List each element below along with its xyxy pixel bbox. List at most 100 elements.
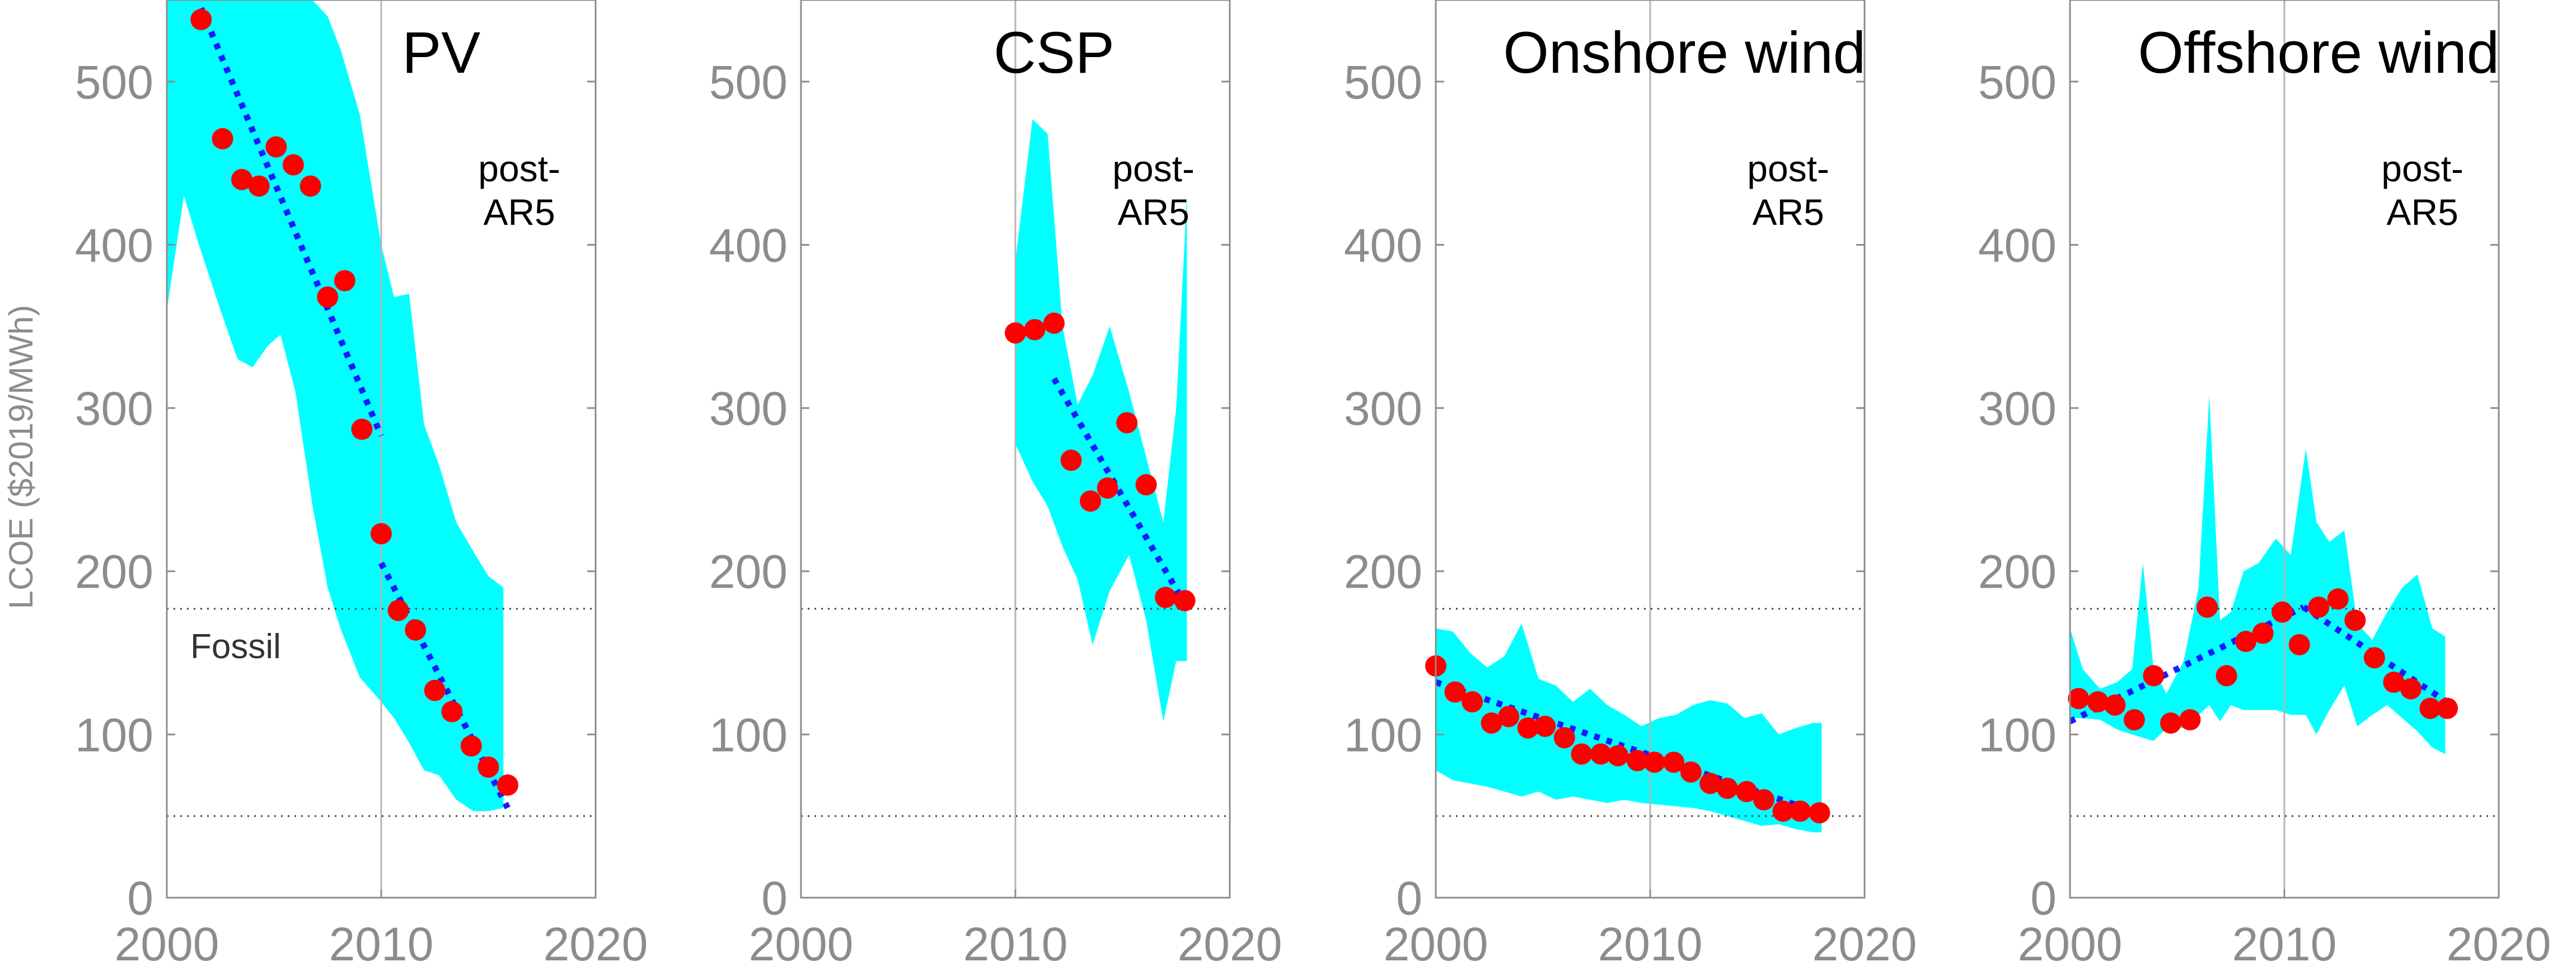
- data-point: [2363, 647, 2385, 669]
- data-point: [2288, 634, 2310, 655]
- y-tick-label: 400: [1978, 219, 2057, 271]
- y-tick-label: 400: [1344, 219, 1422, 271]
- annotation-line-1: post-: [1747, 148, 1829, 189]
- x-tick-label: 2010: [2232, 918, 2337, 970]
- data-point: [1498, 706, 1520, 728]
- y-tick-label: 100: [75, 709, 153, 761]
- x-tick-label: 2000: [2018, 918, 2123, 970]
- data-point: [2327, 588, 2349, 610]
- data-point: [405, 619, 427, 641]
- y-tick-label: 500: [75, 56, 153, 109]
- panel-3: 0 100 200 300 400 500 2000 2010 2020 Onshore wind…: [1344, 0, 1917, 970]
- range-band: [1015, 119, 1187, 721]
- data-point: [1680, 761, 1702, 783]
- data-point: [231, 168, 253, 190]
- data-point: [1043, 312, 1065, 334]
- y-axis-label: LCOE ($2019/MWh): [2, 305, 40, 609]
- x-tick-label: 2010: [329, 918, 434, 970]
- x-tick-label: 2020: [1178, 918, 1282, 970]
- data-point: [1736, 781, 1758, 803]
- data-point: [1790, 800, 1811, 822]
- data-point: [1174, 590, 1196, 612]
- data-point: [1481, 712, 1502, 734]
- y-tick-label: 100: [709, 709, 788, 761]
- data-point: [1663, 751, 1685, 773]
- data-point: [1753, 789, 1774, 811]
- data-point: [2400, 678, 2422, 700]
- y-tick-label: 200: [1344, 546, 1422, 598]
- y-tick-label: 400: [709, 219, 788, 271]
- data-point: [424, 679, 446, 701]
- fossil-label: Fossil: [190, 627, 281, 666]
- data-point: [2252, 622, 2274, 644]
- data-point: [1627, 750, 1648, 772]
- data-point: [1080, 490, 1102, 512]
- trend-line: [1051, 377, 1188, 606]
- panel-1: 0 100 200 300 400 500 2000 2010 2020 PV post-AR5 Fo…: [2, 0, 648, 970]
- annotation-line-1: post-: [2381, 148, 2463, 189]
- data-point: [1024, 319, 1046, 341]
- panel-4: 0 100 200 300 400 500 2000 2010 2020 Offshore win…: [1978, 0, 2551, 970]
- y-tick-label: 100: [1344, 709, 1422, 761]
- data-point: [1462, 691, 1483, 713]
- annotation-line-2: AR5: [1752, 191, 1824, 233]
- data-point: [248, 175, 270, 197]
- data-point: [2104, 694, 2126, 716]
- data-point: [2179, 709, 2201, 731]
- data-point: [1060, 449, 1082, 471]
- data-point: [1809, 802, 1830, 824]
- y-tick-label: 300: [1344, 382, 1422, 435]
- data-point: [2383, 672, 2405, 693]
- y-tick-label: 500: [709, 56, 788, 109]
- data-point: [1607, 745, 1629, 767]
- data-point: [1699, 772, 1721, 794]
- data-point: [1116, 412, 1138, 434]
- data-point: [299, 175, 321, 197]
- data-point: [2196, 596, 2218, 618]
- data-point: [265, 136, 287, 158]
- data-point: [2235, 631, 2257, 653]
- data-point: [371, 523, 392, 545]
- x-tick-label: 2010: [963, 918, 1068, 970]
- data-point: [1097, 477, 1118, 499]
- annotation-line-1: post-: [478, 148, 560, 189]
- data-point: [2419, 697, 2441, 719]
- y-tick-label: 0: [2030, 872, 2057, 925]
- data-point: [2271, 601, 2293, 623]
- x-tick-label: 2000: [115, 918, 219, 970]
- data-point: [460, 735, 482, 757]
- y-tick-label: 500: [1978, 56, 2057, 109]
- y-tick-label: 300: [1978, 382, 2057, 435]
- data-point: [334, 270, 355, 292]
- y-tick-label: 100: [1978, 709, 2057, 761]
- y-tick-label: 300: [709, 382, 788, 435]
- data-point: [1135, 474, 1157, 496]
- data-point: [1716, 777, 1738, 799]
- data-point: [477, 756, 499, 778]
- data-point: [441, 701, 463, 723]
- data-point: [212, 128, 233, 149]
- data-point: [190, 8, 212, 30]
- panel-title: Offshore wind: [2138, 20, 2499, 86]
- data-point: [2344, 609, 2366, 631]
- x-tick-label: 2020: [544, 918, 648, 970]
- x-tick-label: 2000: [749, 918, 854, 970]
- annotation-line-2: AR5: [2386, 191, 2458, 233]
- range-band: [167, 0, 504, 811]
- data-point: [1155, 587, 1177, 608]
- y-tick-label: 300: [75, 382, 153, 435]
- y-tick-label: 200: [1978, 546, 2057, 598]
- y-tick-label: 400: [75, 219, 153, 271]
- y-tick-label: 200: [709, 546, 788, 598]
- data-point: [351, 419, 373, 440]
- y-tick-label: 500: [1344, 56, 1422, 109]
- data-point: [2068, 688, 2090, 710]
- panel-title: PV: [402, 20, 480, 86]
- data-point: [2160, 712, 2182, 734]
- y-tick-label: 200: [75, 546, 153, 598]
- x-tick-label: 2000: [1384, 918, 1488, 970]
- data-point: [1444, 681, 1466, 703]
- data-point: [317, 286, 339, 308]
- trend-line: [2302, 604, 2453, 708]
